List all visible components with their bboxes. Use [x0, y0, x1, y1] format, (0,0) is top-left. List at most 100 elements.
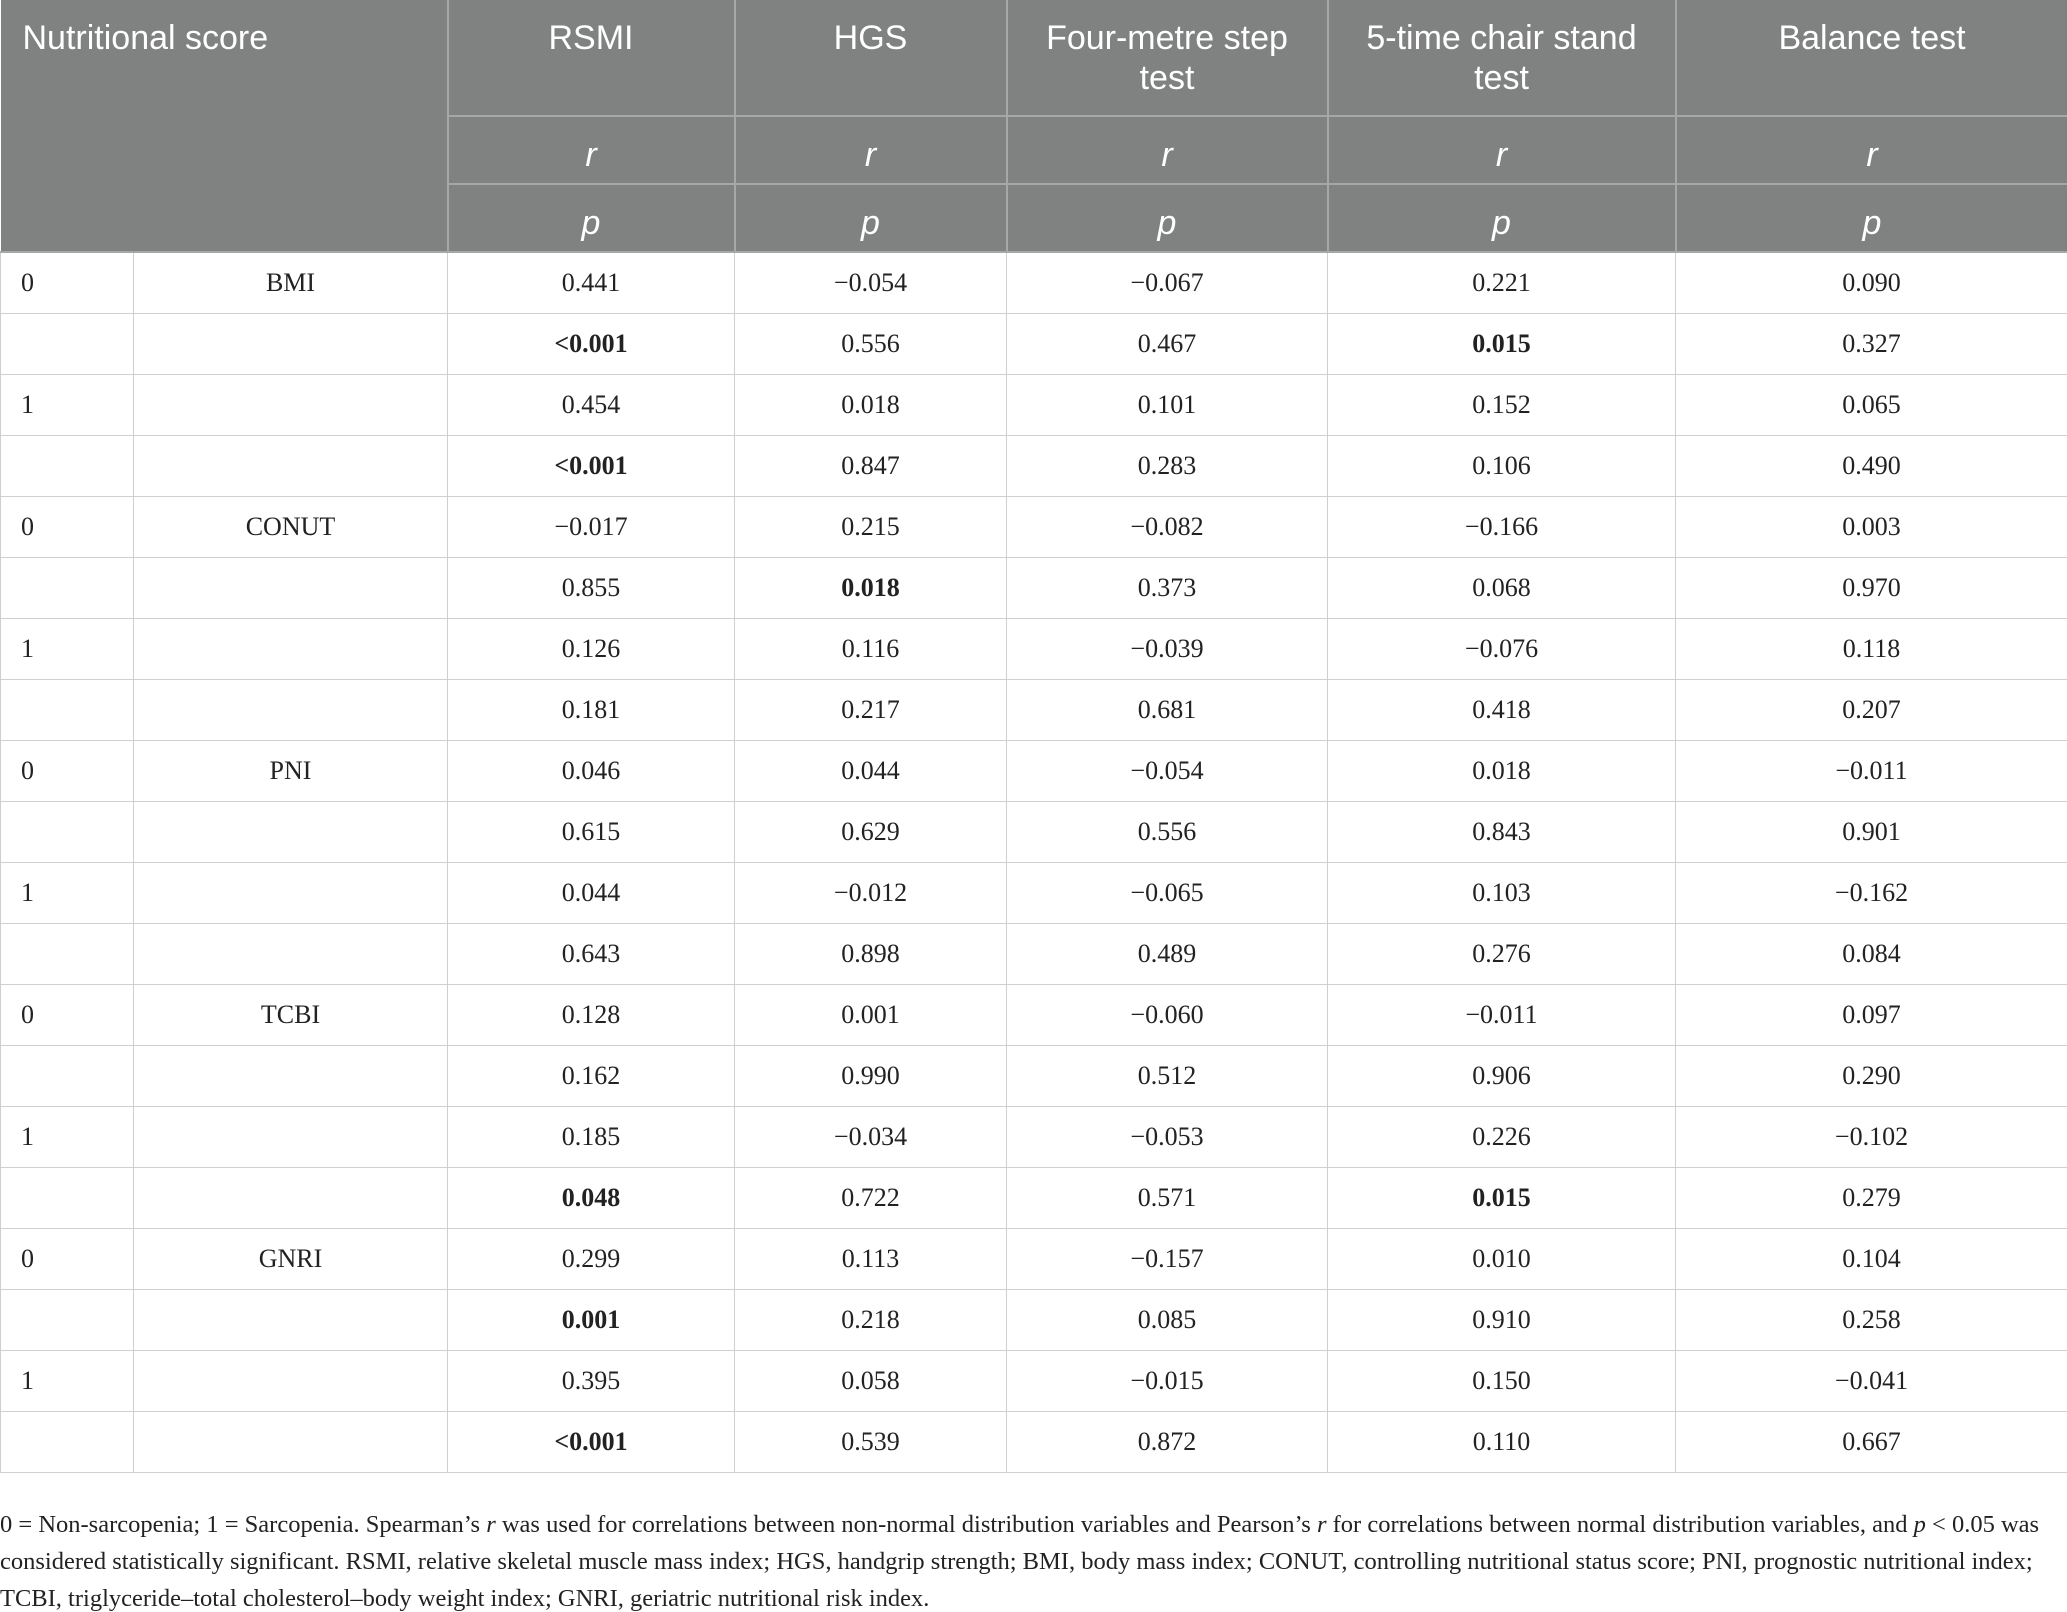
value-cell: 0.090 [1675, 251, 2067, 314]
value-cell: 0.097 [1675, 984, 2067, 1046]
value-cell: −0.015 [1006, 1350, 1328, 1412]
value-cell: 0.207 [1675, 679, 2067, 741]
value-cell: 0.454 [447, 374, 735, 436]
value-cell: −0.076 [1327, 618, 1676, 680]
value-cell: 0.003 [1675, 496, 2067, 558]
group-cell [0, 1411, 134, 1473]
value-cell: −0.039 [1006, 618, 1328, 680]
score-cell [133, 1350, 448, 1412]
column-header: Four-metre step test [1005, 0, 1328, 117]
group-cell: 0 [0, 740, 134, 802]
value-cell: 0.901 [1675, 801, 2067, 863]
value-cell: −0.034 [734, 1106, 1007, 1168]
value-cell: 0.855 [447, 557, 735, 619]
table-row: 1 0.126 0.116 −0.039 −0.076 0.118 [0, 618, 2067, 680]
score-cell [133, 557, 448, 619]
value-cell: 0.001 [447, 1289, 735, 1351]
value-cell: −0.011 [1327, 984, 1676, 1046]
group-cell [0, 679, 134, 741]
group-cell [0, 1289, 134, 1351]
column-header: HGS [733, 0, 1007, 117]
stat-header: r [1005, 116, 1328, 185]
value-cell: 0.906 [1327, 1045, 1676, 1107]
value-cell: 0.101 [1006, 374, 1328, 436]
value-cell: 0.467 [1006, 313, 1328, 375]
value-cell: 0.110 [1327, 1411, 1676, 1473]
score-cell [133, 679, 448, 741]
group-cell: 1 [0, 1106, 134, 1168]
value-cell: 0.218 [734, 1289, 1007, 1351]
value-cell: 0.044 [734, 740, 1007, 802]
group-cell [0, 557, 134, 619]
value-cell: 0.215 [734, 496, 1007, 558]
value-cell: 0.113 [734, 1228, 1007, 1290]
value-cell: 0.118 [1675, 618, 2067, 680]
value-cell: 0.103 [1327, 862, 1676, 924]
column-header: 5-time chair stand test [1326, 0, 1676, 117]
value-cell: −0.082 [1006, 496, 1328, 558]
value-cell: 0.290 [1675, 1045, 2067, 1107]
value-cell: 0.327 [1675, 313, 2067, 375]
table-row: 0 BMI 0.441 −0.054 −0.067 0.221 0.090 [0, 251, 2067, 314]
footnote: 0 = Non-sarcopenia; 1 = Sarcopenia. Spea… [0, 1511, 2040, 1612]
score-cell: TCBI [133, 984, 448, 1046]
group-cell: 1 [0, 374, 134, 436]
value-cell: 0.085 [1006, 1289, 1328, 1351]
column-header: RSMI [446, 0, 735, 117]
table-row: <0.001 0.539 0.872 0.110 0.667 [0, 1411, 2067, 1473]
table-row: 0.181 0.217 0.681 0.418 0.207 [0, 679, 2067, 741]
score-cell [133, 1411, 448, 1473]
value-cell: 0.015 [1327, 1167, 1676, 1229]
stat-header: p [1326, 184, 1676, 253]
data-table: Nutritional score RSMI HGS Four-metre step … [0, 0, 2067, 1473]
value-cell: −0.166 [1327, 496, 1676, 558]
table-row: 0 CONUT −0.017 0.215 −0.082 −0.166 0.003 [0, 496, 2067, 558]
value-cell: <0.001 [447, 1411, 735, 1473]
score-cell [133, 618, 448, 680]
table-row: 1 0.454 0.018 0.101 0.152 0.065 [0, 374, 2067, 436]
table-row: 0 GNRI 0.299 0.113 −0.157 0.010 0.104 [0, 1228, 2067, 1290]
value-cell: 0.185 [447, 1106, 735, 1168]
stat-header: p [1005, 184, 1328, 253]
group-cell [0, 923, 134, 985]
stat-header: p [733, 184, 1007, 253]
value-cell: 0.872 [1006, 1411, 1328, 1473]
value-cell: 0.058 [734, 1350, 1007, 1412]
score-cell [133, 374, 448, 436]
value-cell: 0.970 [1675, 557, 2067, 619]
value-cell: 0.418 [1327, 679, 1676, 741]
group-cell: 0 [0, 496, 134, 558]
table-row: 0.855 0.018 0.373 0.068 0.970 [0, 557, 2067, 619]
value-cell: −0.012 [734, 862, 1007, 924]
stat-header: r [733, 116, 1007, 185]
value-cell: 0.299 [447, 1228, 735, 1290]
score-cell: GNRI [133, 1228, 448, 1290]
value-cell: −0.054 [1006, 740, 1328, 802]
value-cell: −0.162 [1675, 862, 2067, 924]
table-row: 0 TCBI 0.128 0.001 −0.060 −0.011 0.097 [0, 984, 2067, 1046]
value-cell: 0.283 [1006, 435, 1328, 497]
stat-header: p [1674, 184, 2067, 253]
value-cell: 0.126 [447, 618, 735, 680]
value-cell: 0.276 [1327, 923, 1676, 985]
stat-header: r [1326, 116, 1676, 185]
value-cell: 0.843 [1327, 801, 1676, 863]
value-cell: <0.001 [447, 435, 735, 497]
value-cell: 0.643 [447, 923, 735, 985]
value-cell: 0.106 [1327, 435, 1676, 497]
stat-header: r [446, 116, 735, 185]
group-cell [0, 801, 134, 863]
value-cell: 0.226 [1327, 1106, 1676, 1168]
value-cell: 0.910 [1327, 1289, 1676, 1351]
group-cell [0, 313, 134, 375]
table-row: 1 0.185 −0.034 −0.053 0.226 −0.102 [0, 1106, 2067, 1168]
value-cell: 0.512 [1006, 1045, 1328, 1107]
value-cell: 0.010 [1327, 1228, 1676, 1290]
table-row: 0.643 0.898 0.489 0.276 0.084 [0, 923, 2067, 985]
table-row: 1 0.044 −0.012 −0.065 0.103 −0.162 [0, 862, 2067, 924]
table-row: 0 PNI 0.046 0.044 −0.054 0.018 −0.011 [0, 740, 2067, 802]
value-cell: 0.556 [1006, 801, 1328, 863]
value-cell: 0.441 [447, 251, 735, 314]
